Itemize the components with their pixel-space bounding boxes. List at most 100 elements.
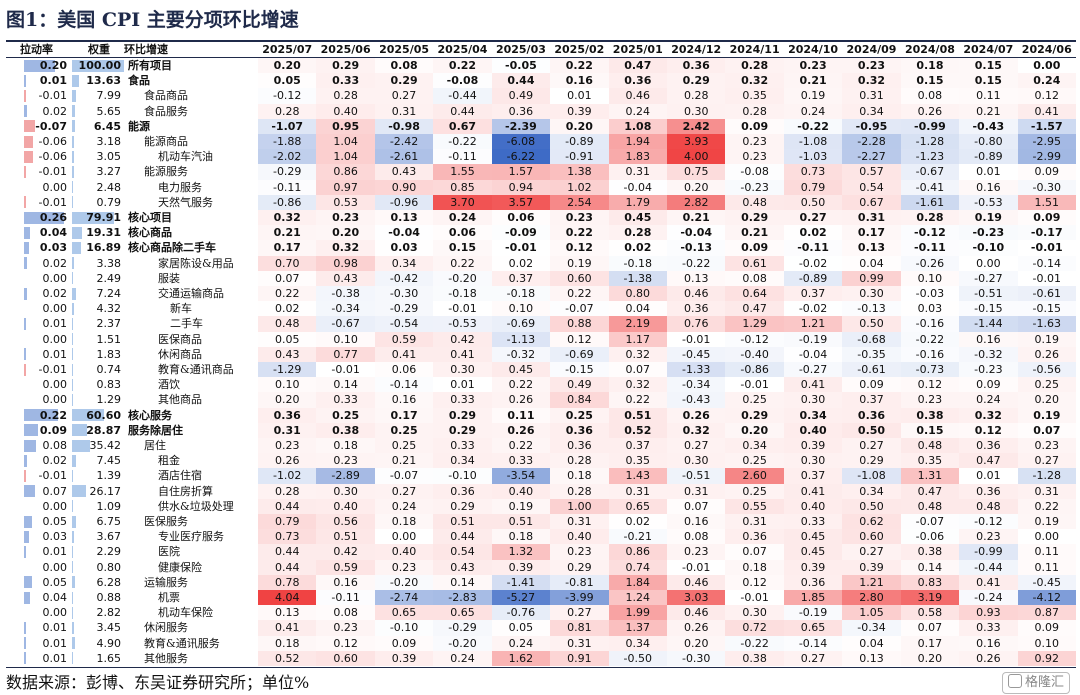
heatmap-cell: 0.99	[842, 270, 901, 286]
weight-cell: 13.63	[86, 74, 121, 88]
item-label: 核心商品除二手车	[128, 241, 216, 255]
weight-bar	[72, 165, 74, 178]
header-month: 2025/04	[437, 43, 488, 56]
heatmap-cell: -0.05	[491, 58, 551, 74]
heatmap-cell: 0.73	[258, 529, 317, 545]
heatmap-cell: 2.60	[725, 468, 784, 484]
heatmap-cell: 0.23	[842, 58, 901, 74]
heatmap-cell: -2.02	[258, 149, 317, 165]
heatmap-cell: 1.31	[900, 468, 960, 484]
heatmap-cell: -2.89	[316, 468, 375, 484]
item-label: 供水&垃圾处理	[158, 499, 234, 513]
heatmap-cell: 0.23	[667, 544, 726, 560]
heatmap-cell: 0.15	[900, 73, 960, 89]
weight-bar	[72, 287, 76, 300]
heatmap-cell: 0.32	[842, 73, 901, 89]
pull-rate-cell: 0.02	[42, 256, 68, 270]
pull-rate-cell: -0.06	[38, 150, 67, 164]
weight-bar	[72, 454, 76, 467]
heatmap-cell: 0.06	[491, 210, 551, 226]
weight-bar	[72, 606, 74, 619]
pull-rate-bar	[24, 150, 34, 163]
heatmap-cell: -0.44	[959, 559, 1018, 575]
pull-rate-bar	[24, 196, 26, 209]
heatmap-cell: 0.10	[900, 270, 960, 286]
header-month: 2024/11	[729, 43, 780, 56]
heatmap-cell: -1.02	[258, 468, 317, 484]
weight-cell: 3.05	[96, 150, 122, 164]
heatmap-cell: 0.26	[900, 103, 960, 119]
heatmap-cell: 0.10	[258, 377, 317, 393]
heatmap-cell: 0.49	[491, 88, 551, 104]
heatmap-cell: 0.46	[667, 286, 726, 302]
heatmap-cell: 0.04	[842, 255, 901, 271]
weight-bar	[72, 591, 73, 604]
heatmap-cell: -0.08	[433, 73, 492, 89]
pull-rate-cell: 0.00	[42, 560, 68, 574]
weight-bar	[72, 257, 74, 270]
heatmap-cell: -0.89	[959, 149, 1018, 165]
heatmap-cell: 0.15	[959, 58, 1018, 74]
heatmap-cell: -0.34	[667, 377, 726, 393]
heatmap-cell: 0.21	[959, 103, 1018, 119]
heatmap-cell: 0.19	[1017, 407, 1076, 423]
heatmap-cell: 0.43	[316, 270, 375, 286]
heatmap-cell: 0.38	[900, 544, 960, 560]
heatmap-cell: 0.26	[667, 407, 726, 423]
weight-cell: 19.31	[86, 226, 121, 240]
heatmap-cell: -0.12	[725, 331, 784, 347]
heatmap-cell: 0.70	[258, 255, 317, 271]
heatmap-cell: -0.15	[959, 301, 1018, 317]
heatmap-cell: 0.27	[783, 210, 843, 226]
heatmap-cell: 1.04	[316, 149, 375, 165]
pull-rate-cell: -0.01	[38, 363, 67, 376]
heatmap-cell: 2.80	[842, 590, 901, 606]
heatmap-cell: -0.89	[550, 134, 609, 150]
heatmap-cell: 0.08	[316, 605, 375, 621]
pull-rate-cell: 0.01	[42, 347, 68, 361]
heatmap-cell: 0.33	[433, 392, 492, 408]
heatmap-cell: 0.34	[433, 453, 492, 469]
header-month: 2024/09	[846, 43, 897, 56]
heatmap-cell: -2.83	[433, 590, 492, 606]
item-label: 能源	[128, 119, 150, 133]
heatmap-cell: 1.83	[608, 149, 667, 165]
heatmap-cell: 0.40	[374, 544, 434, 560]
pull-rate-cell: 0.20	[39, 59, 67, 72]
heatmap-cell: 0.55	[725, 498, 784, 514]
heatmap-cell: -0.53	[433, 316, 492, 332]
heatmap-cell: 0.26	[667, 620, 726, 636]
heatmap-cell: 0.05	[258, 331, 317, 347]
heatmap-cell: 0.41	[959, 574, 1018, 590]
pull-rate-cell: 0.01	[42, 545, 68, 559]
weight-cell: 0.88	[96, 591, 122, 604]
heatmap-cell: -0.95	[842, 118, 901, 134]
heatmap-cell: 0.67	[433, 118, 492, 134]
heatmap-cell: 0.27	[1017, 453, 1076, 469]
heatmap-cell: -0.01	[1017, 270, 1076, 286]
heatmap-cell: 0.22	[550, 286, 609, 302]
item-label: 健康保险	[158, 560, 202, 574]
heatmap-cell: 0.48	[900, 498, 960, 514]
pull-rate-cell: 0.22	[39, 408, 67, 422]
heatmap-cell: 0.25	[374, 422, 434, 438]
heatmap-cell: 0.09	[374, 635, 434, 651]
pull-rate-bar	[24, 348, 26, 361]
heatmap-cell: -0.01	[433, 301, 492, 317]
heatmap-cell: 0.06	[374, 362, 434, 378]
weight-bar	[72, 561, 73, 574]
heatmap-cell: -0.22	[783, 118, 843, 134]
heatmap-cell: -0.18	[433, 286, 492, 302]
heatmap-cell: 0.13	[258, 605, 317, 621]
heatmap-cell: 0.86	[608, 544, 667, 560]
heatmap-cell: -0.11	[316, 590, 375, 606]
heatmap-cell: 0.28	[725, 103, 784, 119]
heatmap-cell: 0.23	[316, 620, 375, 636]
heatmap-cell: 0.41	[258, 620, 317, 636]
heatmap-cell: 0.28	[667, 88, 726, 104]
weight-bar	[72, 120, 76, 133]
heatmap-cell: -0.20	[433, 270, 492, 286]
weight-bar	[72, 469, 73, 482]
heatmap-cell: 0.80	[608, 286, 667, 302]
heatmap-cell: 1.32	[491, 544, 551, 560]
